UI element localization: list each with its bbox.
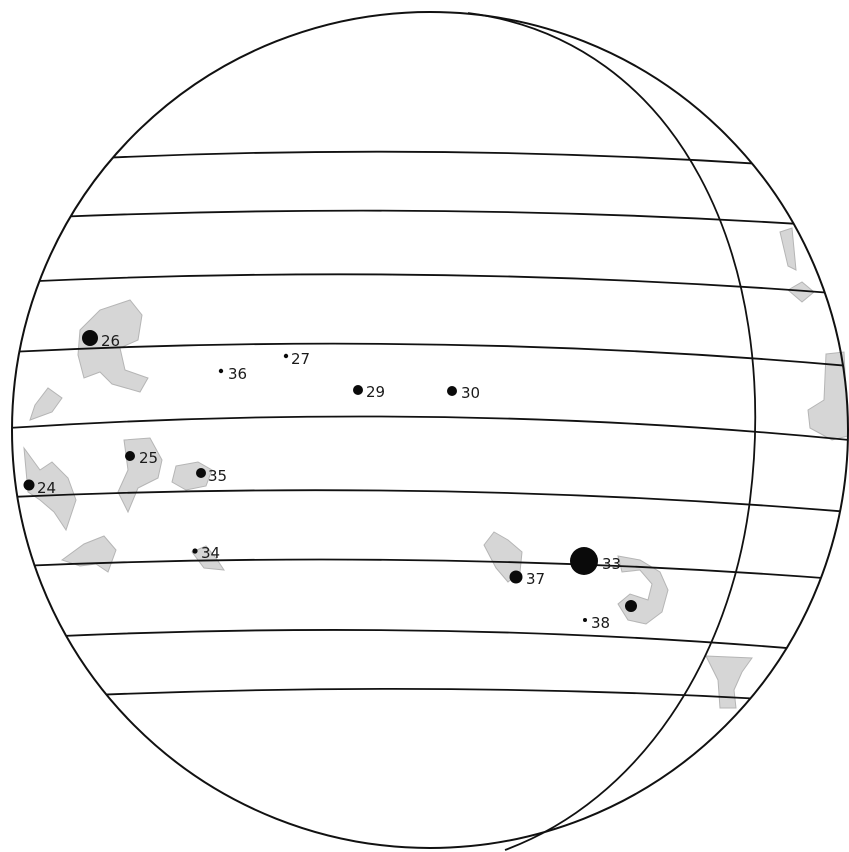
label-25: 25	[139, 449, 158, 467]
latitude-line-2	[29, 209, 831, 227]
sunspot-unlabeled	[625, 600, 637, 612]
facula-26	[77, 299, 149, 393]
sunspot-34	[192, 548, 198, 554]
sunspot-25	[125, 451, 135, 461]
sunspot-36	[218, 368, 224, 374]
spot-labels: 26 27 36 29 30 25 35 24 34 33 37 38	[37, 332, 621, 632]
sunspot-33	[570, 547, 598, 575]
facula-limb-1	[779, 227, 797, 271]
latitude-line-4	[12, 342, 848, 367]
meridian-arc	[467, 12, 757, 851]
sunspots-group	[23, 330, 637, 622]
label-36: 36	[228, 365, 247, 383]
label-38: 38	[591, 614, 610, 632]
label-30: 30	[461, 384, 480, 402]
latitude-line-6	[12, 489, 848, 513]
sunspot-38	[583, 618, 587, 622]
facula-34	[191, 545, 226, 571]
facula-west-1	[29, 387, 63, 421]
label-34: 34	[201, 544, 220, 562]
label-33: 33	[602, 555, 621, 573]
facula-35	[171, 461, 213, 491]
latitude-line-1	[59, 150, 821, 169]
latitude-lines	[12, 150, 848, 701]
label-29: 29	[366, 383, 385, 401]
latitude-line-9	[69, 687, 781, 701]
latitude-line-5	[12, 415, 848, 441]
faculae-group	[23, 227, 849, 709]
label-35: 35	[208, 467, 227, 485]
latitude-line-8	[39, 629, 811, 651]
sunspot-27	[283, 353, 289, 359]
sunspot-30	[447, 386, 457, 396]
label-37: 37	[526, 570, 545, 588]
facula-limb-4	[705, 655, 753, 709]
latitude-line-3	[14, 273, 846, 295]
sunspot-26	[82, 330, 98, 346]
facula-limb-3	[807, 351, 849, 441]
label-27: 27	[291, 350, 310, 368]
label-26: 26	[101, 332, 120, 350]
label-24: 24	[37, 479, 56, 497]
sunspot-35	[196, 468, 206, 478]
latitude-line-7	[19, 558, 848, 581]
facula-west-2	[60, 535, 117, 573]
sunspot-37	[509, 570, 523, 584]
sunspot-24	[23, 479, 35, 491]
disk-outline	[11, 11, 849, 849]
sunspot-29	[353, 385, 363, 395]
